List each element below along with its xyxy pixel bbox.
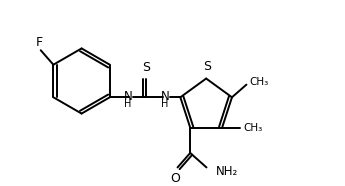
Text: NH₂: NH₂ [216,165,238,178]
Text: H: H [161,99,169,109]
Text: CH₃: CH₃ [249,77,268,87]
Text: H: H [124,99,131,109]
Text: S: S [203,60,211,73]
Text: N: N [124,90,132,103]
Text: S: S [142,61,150,74]
Text: CH₃: CH₃ [243,123,262,133]
Text: O: O [170,172,180,185]
Text: F: F [36,36,43,49]
Text: N: N [160,90,169,103]
